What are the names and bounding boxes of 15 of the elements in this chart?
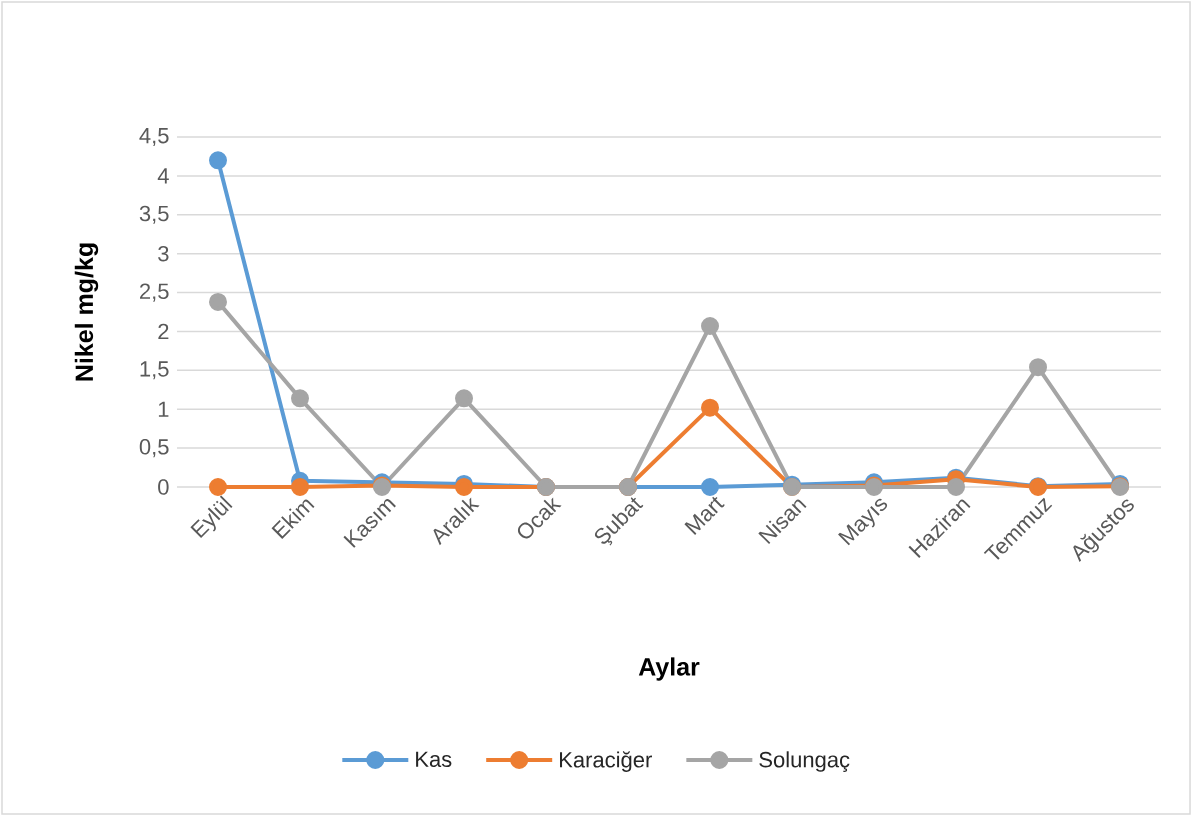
y-tick-label: 1 [158,401,169,417]
y-tick-label: 3 [158,245,169,262]
y-axis-title: Nikel mg/kg [74,243,99,381]
y-tick-label: 3,5 [139,205,169,224]
y-tick-label: 2 [158,323,169,340]
y-tick-label: 0,5 [139,439,169,458]
y-tick-label: 1,5 [140,361,169,380]
legend-label: Solungaç [759,751,850,772]
y-tick-label: 4 [157,168,169,184]
legend-label: Kas [416,751,452,768]
y-tick-label: 2,5 [140,283,169,302]
y-tick-label: 4,5 [139,128,169,146]
legend-label: Karaciğer [560,751,652,772]
x-axis-title: Aylar [638,657,700,681]
y-tick-label: 0 [158,479,169,495]
